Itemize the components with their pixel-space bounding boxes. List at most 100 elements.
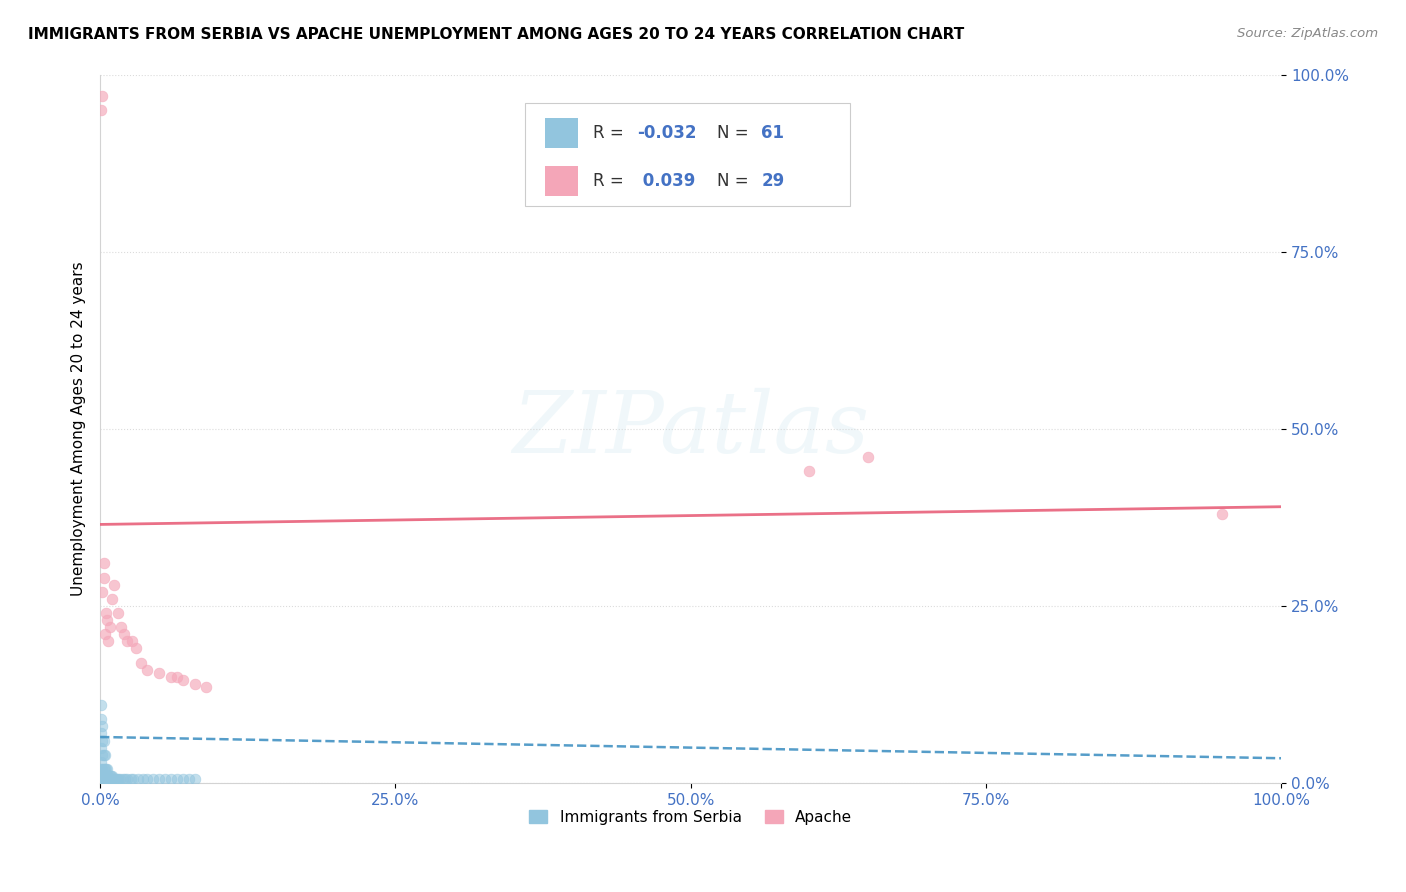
Point bbox=[96, 613, 118, 627]
Point bbox=[98, 772, 121, 787]
Point bbox=[93, 772, 115, 787]
Text: N =: N = bbox=[717, 124, 754, 142]
Point bbox=[101, 591, 124, 606]
FancyBboxPatch shape bbox=[526, 103, 851, 205]
Point bbox=[111, 772, 134, 787]
Text: IMMIGRANTS FROM SERBIA VS APACHE UNEMPLOYMENT AMONG AGES 20 TO 24 YEARS CORRELAT: IMMIGRANTS FROM SERBIA VS APACHE UNEMPLO… bbox=[28, 27, 965, 42]
Text: Source: ZipAtlas.com: Source: ZipAtlas.com bbox=[1237, 27, 1378, 40]
Point bbox=[98, 769, 121, 783]
Point bbox=[136, 772, 159, 787]
Text: R =: R = bbox=[592, 124, 628, 142]
Point bbox=[177, 772, 200, 787]
Point bbox=[90, 772, 112, 787]
Point bbox=[94, 762, 117, 776]
Text: 29: 29 bbox=[762, 172, 785, 190]
Text: ZIPatlas: ZIPatlas bbox=[512, 387, 869, 470]
Point bbox=[97, 772, 120, 787]
Point bbox=[90, 698, 112, 712]
Point bbox=[124, 641, 146, 656]
Point bbox=[103, 577, 125, 591]
FancyBboxPatch shape bbox=[546, 166, 578, 196]
Text: 61: 61 bbox=[762, 124, 785, 142]
Point bbox=[100, 772, 122, 787]
Point bbox=[91, 584, 114, 599]
Point bbox=[160, 772, 183, 787]
Point bbox=[96, 772, 118, 787]
Point bbox=[131, 772, 153, 787]
Text: -0.032: -0.032 bbox=[637, 124, 697, 142]
Point bbox=[136, 663, 159, 677]
Point bbox=[166, 772, 188, 787]
Point bbox=[91, 747, 114, 762]
Point bbox=[160, 670, 183, 684]
Point bbox=[121, 634, 143, 648]
Point bbox=[93, 769, 115, 783]
Point bbox=[101, 772, 124, 787]
Point bbox=[91, 88, 114, 103]
Point bbox=[107, 606, 129, 620]
Point bbox=[142, 772, 165, 787]
Point bbox=[183, 677, 205, 691]
Point bbox=[1211, 507, 1233, 521]
Point bbox=[94, 772, 117, 787]
Point bbox=[93, 557, 115, 571]
Point bbox=[90, 726, 112, 740]
Point bbox=[90, 755, 112, 769]
Point bbox=[172, 673, 194, 688]
Point bbox=[93, 733, 115, 747]
Point bbox=[93, 747, 115, 762]
Point bbox=[94, 627, 117, 641]
Point bbox=[97, 769, 120, 783]
Point bbox=[117, 634, 139, 648]
Point bbox=[90, 769, 112, 783]
Point bbox=[91, 719, 114, 733]
Point bbox=[90, 765, 112, 780]
Point bbox=[97, 634, 120, 648]
Y-axis label: Unemployment Among Ages 20 to 24 years: Unemployment Among Ages 20 to 24 years bbox=[72, 261, 86, 596]
Point bbox=[90, 103, 112, 117]
Point bbox=[117, 772, 139, 787]
Point bbox=[122, 772, 145, 787]
Point bbox=[110, 620, 132, 634]
Point bbox=[105, 772, 128, 787]
Legend: Immigrants from Serbia, Apache: Immigrants from Serbia, Apache bbox=[529, 810, 852, 825]
Point bbox=[148, 772, 170, 787]
Point bbox=[114, 772, 136, 787]
Point bbox=[94, 747, 117, 762]
Point bbox=[108, 772, 131, 787]
Point bbox=[172, 772, 194, 787]
Point bbox=[103, 772, 125, 787]
Point bbox=[153, 772, 176, 787]
Point bbox=[183, 772, 205, 787]
Point bbox=[94, 772, 117, 787]
Point bbox=[90, 762, 112, 776]
FancyBboxPatch shape bbox=[546, 119, 578, 148]
Point bbox=[166, 670, 188, 684]
Point bbox=[107, 772, 129, 787]
Point bbox=[131, 656, 153, 670]
Point bbox=[91, 772, 114, 787]
Point bbox=[94, 769, 117, 783]
Point bbox=[112, 627, 135, 641]
Point bbox=[94, 769, 117, 783]
Point bbox=[96, 769, 118, 783]
Point bbox=[93, 762, 115, 776]
Point bbox=[91, 733, 114, 747]
Point bbox=[90, 740, 112, 755]
Text: R =: R = bbox=[592, 172, 628, 190]
Point bbox=[797, 464, 820, 478]
Point bbox=[104, 772, 127, 787]
Point bbox=[856, 450, 879, 464]
Point bbox=[96, 762, 118, 776]
Point bbox=[148, 666, 170, 681]
Text: 0.039: 0.039 bbox=[637, 172, 696, 190]
Point bbox=[98, 620, 121, 634]
Point bbox=[94, 606, 117, 620]
Point bbox=[120, 772, 142, 787]
Point bbox=[100, 769, 122, 783]
Point bbox=[91, 762, 114, 776]
Point bbox=[91, 769, 114, 783]
Point bbox=[94, 762, 117, 776]
Point bbox=[195, 681, 218, 695]
Point bbox=[93, 570, 115, 584]
